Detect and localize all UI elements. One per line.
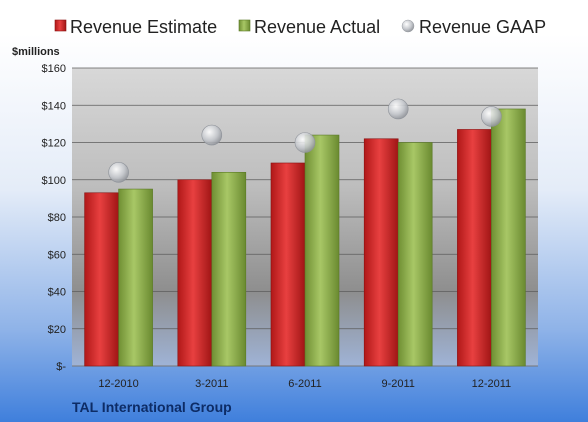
x-tick-label: 6-2011	[288, 378, 321, 390]
legend-label-gaap: Revenue GAAP	[419, 17, 546, 37]
y-tick-label: $140	[42, 100, 66, 112]
legend: Revenue Estimate Revenue Actual Revenue …	[54, 17, 546, 37]
bar-actual	[397, 142, 433, 367]
gaap-marker	[387, 98, 409, 120]
legend-swatch-estimate	[54, 19, 67, 32]
y-tick-label: $60	[48, 249, 66, 261]
bar-actual	[211, 172, 247, 367]
legend-swatch-gaap	[401, 19, 415, 33]
y-tick-label: $-	[56, 361, 66, 373]
bar-estimate	[270, 162, 306, 367]
x-tick-label: 3-2011	[195, 378, 228, 390]
x-tick-label: 9-2011	[381, 378, 414, 390]
bar-estimate	[363, 138, 399, 367]
y-tick-label: $80	[48, 212, 66, 224]
bar-actual	[491, 108, 526, 367]
bar-estimate	[177, 179, 213, 367]
bar-estimate	[84, 192, 119, 367]
gaap-marker	[481, 106, 502, 127]
bar-actual	[304, 134, 340, 367]
bar-estimate	[457, 129, 492, 367]
gaap-marker	[294, 132, 316, 153]
y-tick-label: $20	[48, 324, 66, 336]
bars	[84, 108, 526, 367]
gaap-markers	[108, 98, 502, 183]
company-label: TAL International Group	[72, 399, 232, 415]
gaap-marker	[108, 162, 129, 183]
legend-label-estimate: Revenue Estimate	[70, 17, 217, 37]
legend-label-actual: Revenue Actual	[254, 17, 380, 37]
x-tick-label: 12-2010	[98, 378, 138, 390]
y-tick-label: $40	[48, 287, 66, 299]
bar-actual	[118, 188, 153, 367]
y-tick-label: $100	[42, 175, 66, 187]
y-tick-label: $120	[42, 138, 66, 150]
gaap-marker	[201, 124, 223, 146]
y-axis-ticks: $- $20 $40 $60 $80 $100 $120 $140 $160	[42, 63, 67, 373]
y-tick-label: $160	[42, 63, 66, 75]
y-unit-label: $millions	[12, 46, 60, 58]
legend-swatch-actual	[238, 19, 251, 32]
x-tick-label: 12-2011	[472, 378, 512, 390]
x-axis-labels: 12-2010 3-2011 6-2011 9-2011 12-2011	[98, 378, 511, 390]
